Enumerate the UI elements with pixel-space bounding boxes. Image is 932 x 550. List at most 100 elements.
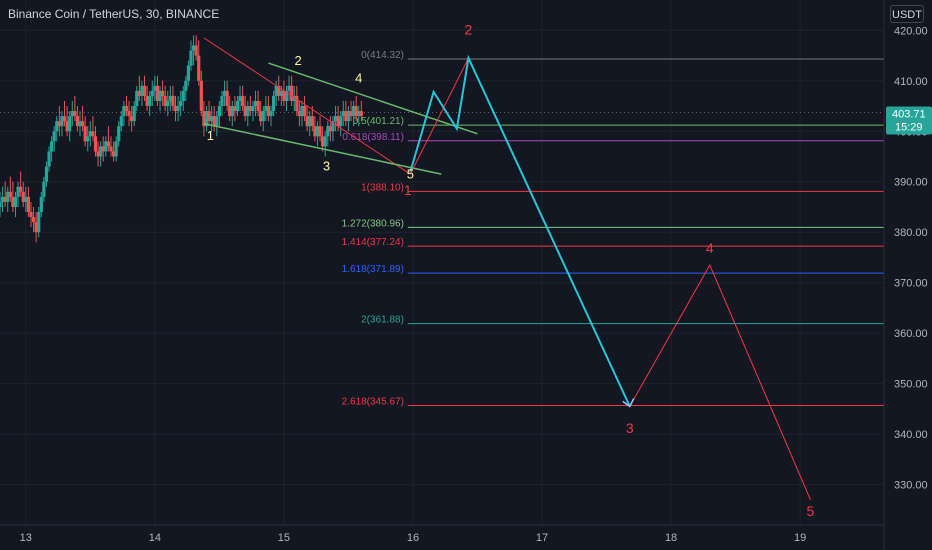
channel-top-line[interactable] xyxy=(268,62,478,135)
candle-body[interactable] xyxy=(26,196,30,213)
candle-body[interactable] xyxy=(60,116,64,127)
candle-body[interactable] xyxy=(132,106,136,122)
candle-body[interactable] xyxy=(42,181,46,197)
candle-body[interactable] xyxy=(106,141,111,147)
candle-body[interactable] xyxy=(0,196,5,202)
candle-body[interactable] xyxy=(323,136,327,147)
candle-body[interactable] xyxy=(52,131,56,142)
candle-body[interactable] xyxy=(150,90,154,96)
candle-body[interactable] xyxy=(359,111,363,117)
channel-bottom-line[interactable] xyxy=(203,122,442,175)
candle-body[interactable] xyxy=(50,141,54,152)
candle-body[interactable] xyxy=(290,85,294,101)
candle-body[interactable] xyxy=(300,106,304,117)
candle-body[interactable] xyxy=(114,141,118,157)
candle-body[interactable] xyxy=(235,100,240,112)
candle-body[interactable] xyxy=(93,136,98,152)
candle-body[interactable] xyxy=(199,80,203,112)
candle-body[interactable] xyxy=(127,111,131,117)
candle-body[interactable] xyxy=(349,111,353,117)
candle-body[interactable] xyxy=(145,95,149,107)
candle-body[interactable] xyxy=(176,106,180,112)
candle-body[interactable] xyxy=(104,141,108,152)
candle-body[interactable] xyxy=(70,111,74,117)
candle-body[interactable] xyxy=(357,111,361,117)
candle-body[interactable] xyxy=(310,116,314,127)
candle-body[interactable] xyxy=(202,111,206,127)
candle-body[interactable] xyxy=(204,111,209,127)
candle-body[interactable] xyxy=(328,126,332,132)
candle-body[interactable] xyxy=(75,116,80,127)
candle-body[interactable] xyxy=(57,121,61,127)
candle-body[interactable] xyxy=(135,90,139,107)
candle-body[interactable] xyxy=(171,95,175,107)
candle-body[interactable] xyxy=(256,100,260,112)
candle-body[interactable] xyxy=(274,85,278,96)
candle-body[interactable] xyxy=(331,121,335,132)
candle-body[interactable] xyxy=(155,85,160,101)
candle-body[interactable] xyxy=(189,50,193,66)
candle-body[interactable] xyxy=(230,106,234,117)
candle-body[interactable] xyxy=(31,217,36,223)
candle-body[interactable] xyxy=(119,116,123,127)
candle-body[interactable] xyxy=(191,45,196,51)
candle-body[interactable] xyxy=(222,90,227,96)
candle-body[interactable] xyxy=(215,116,219,127)
candle-body[interactable] xyxy=(117,126,121,142)
candle-body[interactable] xyxy=(65,121,69,132)
candle-body[interactable] xyxy=(16,186,20,197)
candle-body[interactable] xyxy=(207,111,211,122)
candle-body[interactable] xyxy=(341,111,345,117)
candle-body[interactable] xyxy=(308,116,312,127)
candle-body[interactable] xyxy=(142,85,147,96)
candle-body[interactable] xyxy=(354,106,358,117)
candle-body[interactable] xyxy=(284,90,289,101)
candle-body[interactable] xyxy=(352,106,356,117)
candle-body[interactable] xyxy=(158,90,162,101)
candle-body[interactable] xyxy=(233,106,237,112)
candle-body[interactable] xyxy=(6,191,10,202)
candle-body[interactable] xyxy=(179,100,183,107)
candle-body[interactable] xyxy=(269,111,273,117)
candle-body[interactable] xyxy=(55,121,59,132)
candle-body[interactable] xyxy=(83,126,87,142)
candle-body[interactable] xyxy=(140,85,144,96)
candle-body[interactable] xyxy=(88,131,92,137)
candle-body[interactable] xyxy=(228,106,232,117)
candle-body[interactable] xyxy=(148,95,152,107)
candle-body[interactable] xyxy=(168,95,172,101)
candle-body[interactable] xyxy=(44,166,49,182)
candle-body[interactable] xyxy=(21,191,25,202)
candle-body[interactable] xyxy=(29,212,33,218)
candle-body[interactable] xyxy=(78,121,82,127)
candle-body[interactable] xyxy=(91,131,95,137)
candle-body[interactable] xyxy=(24,196,28,202)
cyan-projection-path[interactable] xyxy=(409,54,631,407)
candle-body[interactable] xyxy=(197,55,201,81)
price-axis-background[interactable] xyxy=(884,0,932,550)
candle-body[interactable] xyxy=(173,106,178,112)
candle-body[interactable] xyxy=(302,106,307,117)
candle-body[interactable] xyxy=(212,116,216,127)
candle-body[interactable] xyxy=(271,95,276,112)
candle-body[interactable] xyxy=(13,196,18,207)
candle-body[interactable] xyxy=(161,90,165,96)
candle-body[interactable] xyxy=(315,126,320,137)
candle-body[interactable] xyxy=(122,106,126,117)
candle-body[interactable] xyxy=(251,106,255,112)
candle-body[interactable] xyxy=(339,116,343,127)
candle-body[interactable] xyxy=(166,100,170,107)
candle-body[interactable] xyxy=(62,116,67,122)
candle-body[interactable] xyxy=(346,111,351,122)
candle-body[interactable] xyxy=(39,196,43,213)
candle-body[interactable] xyxy=(8,191,12,197)
candle-body[interactable] xyxy=(318,126,322,137)
candle-body[interactable] xyxy=(217,106,221,117)
candle-body[interactable] xyxy=(282,90,286,101)
candle-body[interactable] xyxy=(259,111,263,122)
candle-body[interactable] xyxy=(305,116,309,127)
candle-body[interactable] xyxy=(266,106,271,117)
candle-body[interactable] xyxy=(0,201,2,207)
candle-body[interactable] xyxy=(80,121,85,127)
